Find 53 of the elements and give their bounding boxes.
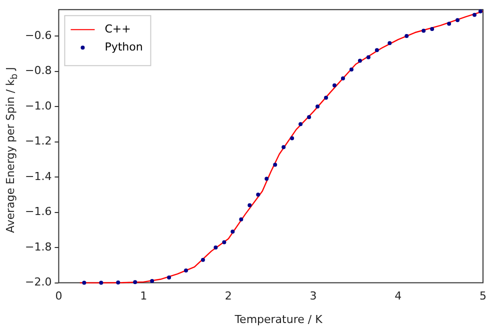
point: [239, 217, 244, 222]
legend-label: C++: [104, 22, 131, 36]
x-tick-label: 1: [140, 289, 148, 302]
point: [82, 280, 86, 285]
point: [332, 83, 336, 88]
legend-label: Python: [104, 40, 143, 54]
point: [374, 48, 379, 52]
y-tick-label: −1.0: [24, 99, 52, 112]
y-tick-label: −1.6: [24, 205, 52, 218]
point: [273, 162, 278, 167]
point: [404, 34, 409, 38]
y-tick-label: −2.0: [24, 276, 52, 289]
x-tick-label: 4: [394, 289, 402, 302]
point: [133, 280, 138, 284]
point: [150, 279, 154, 284]
x-tick-label: 3: [310, 289, 317, 302]
point: [290, 136, 294, 140]
x-tick-label: 2: [224, 289, 232, 302]
y-tick-label: −1.8: [24, 240, 52, 254]
point: [222, 240, 226, 244]
point: [340, 76, 345, 80]
point: [316, 104, 320, 109]
point: [478, 9, 482, 14]
point: [256, 192, 260, 197]
x-tick-label: 0: [55, 289, 62, 302]
point: [200, 258, 205, 262]
point: [358, 58, 362, 63]
point: [472, 12, 477, 17]
point: [324, 96, 328, 100]
point: [456, 18, 460, 22]
y-tick-label: −0.8: [24, 64, 52, 78]
x-axis-title: Temperature / K: [234, 313, 324, 326]
point: [116, 280, 120, 284]
point: [264, 176, 269, 181]
point: [298, 122, 303, 126]
point: [349, 68, 354, 72]
point: [422, 28, 426, 33]
point: [307, 115, 312, 120]
point: [214, 246, 218, 250]
y-tick-label: −1.4: [24, 170, 52, 183]
point: [366, 55, 370, 60]
point: [388, 41, 392, 46]
point: [230, 230, 235, 234]
point: [99, 280, 104, 285]
point: [184, 268, 188, 272]
y-tick-label: −0.6: [24, 28, 52, 42]
point: [248, 203, 252, 208]
y-tick-label: −1.2: [24, 134, 52, 148]
point: [167, 276, 172, 280]
point: [447, 22, 452, 26]
point: [282, 145, 286, 150]
point: [430, 26, 434, 31]
x-tick-label: 5: [480, 289, 486, 302]
